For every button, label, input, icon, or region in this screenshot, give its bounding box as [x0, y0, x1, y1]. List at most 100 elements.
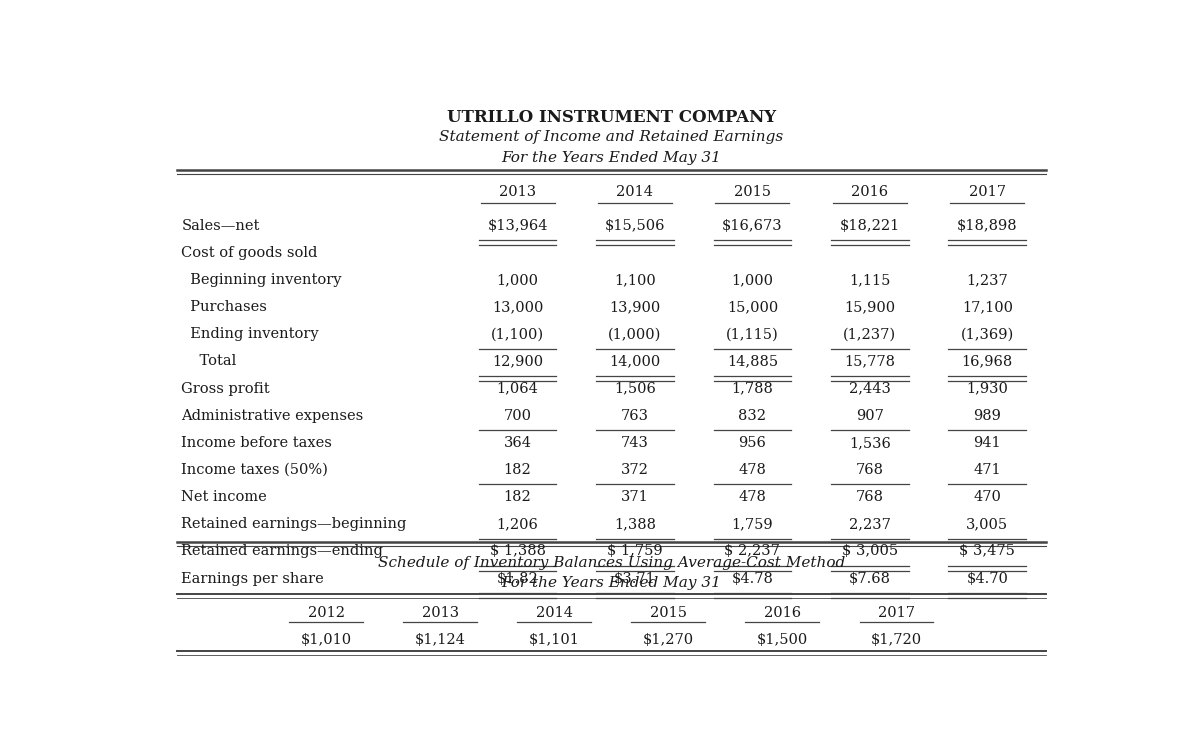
- Text: Statement of Income and Retained Earnings: Statement of Income and Retained Earning…: [439, 130, 784, 145]
- Text: 15,778: 15,778: [845, 355, 895, 368]
- Text: 1,237: 1,237: [966, 273, 1008, 287]
- Text: Sales—net: Sales—net: [181, 219, 260, 232]
- Text: 1,759: 1,759: [731, 518, 773, 531]
- Text: $3.71: $3.71: [614, 572, 656, 586]
- Text: $ 3,005: $ 3,005: [842, 544, 898, 559]
- Text: 768: 768: [855, 490, 884, 504]
- Text: 1,536: 1,536: [849, 436, 891, 450]
- Text: 2013: 2013: [499, 185, 536, 200]
- Text: 989: 989: [973, 409, 1001, 423]
- Text: Schedule of Inventory Balances Using Average-Cost Method: Schedule of Inventory Balances Using Ave…: [378, 556, 845, 570]
- Text: 700: 700: [503, 409, 532, 423]
- Text: 2017: 2017: [878, 606, 915, 619]
- Text: $1,270: $1,270: [643, 634, 694, 647]
- Text: Purchases: Purchases: [181, 300, 267, 314]
- Text: 2016: 2016: [852, 185, 889, 200]
- Text: $ 2,237: $ 2,237: [724, 544, 780, 559]
- Text: $1,720: $1,720: [871, 634, 922, 647]
- Text: 2,443: 2,443: [849, 382, 891, 396]
- Text: 941: 941: [973, 436, 1001, 450]
- Text: 14,885: 14,885: [727, 355, 778, 368]
- Text: 1,930: 1,930: [966, 382, 1008, 396]
- Text: 1,506: 1,506: [614, 382, 656, 396]
- Text: $1,101: $1,101: [528, 634, 580, 647]
- Text: $16,673: $16,673: [722, 219, 783, 232]
- Text: 364: 364: [503, 436, 532, 450]
- Text: 16,968: 16,968: [962, 355, 1013, 368]
- Text: Income taxes (50%): Income taxes (50%): [181, 463, 328, 477]
- Text: 956: 956: [738, 436, 766, 450]
- Text: Net income: Net income: [181, 490, 267, 504]
- Text: 17,100: 17,100: [962, 300, 1013, 314]
- Text: (1,115): (1,115): [727, 327, 779, 341]
- Text: 15,000: 15,000: [727, 300, 778, 314]
- Text: Retained earnings—ending: Retained earnings—ending: [181, 544, 383, 559]
- Text: (1,237): (1,237): [843, 327, 896, 341]
- Text: 182: 182: [503, 490, 531, 504]
- Text: $18,221: $18,221: [840, 219, 900, 232]
- Text: 372: 372: [622, 463, 649, 477]
- Text: 2012: 2012: [308, 606, 345, 619]
- Text: 1,206: 1,206: [496, 518, 538, 531]
- Text: $ 1,388: $ 1,388: [489, 544, 545, 559]
- Text: For the Years Ended May 31: For the Years Ended May 31: [501, 151, 722, 165]
- Text: 907: 907: [855, 409, 884, 423]
- Text: 14,000: 14,000: [610, 355, 661, 368]
- Text: 2014: 2014: [617, 185, 654, 200]
- Text: 12,900: 12,900: [492, 355, 543, 368]
- Text: 478: 478: [738, 490, 766, 504]
- Text: 1,064: 1,064: [496, 382, 538, 396]
- Text: 1,100: 1,100: [614, 273, 656, 287]
- Text: 13,900: 13,900: [610, 300, 661, 314]
- Text: 832: 832: [738, 409, 766, 423]
- Text: Cost of goods sold: Cost of goods sold: [181, 246, 317, 260]
- Text: (1,000): (1,000): [608, 327, 662, 341]
- Text: Ending inventory: Ending inventory: [181, 327, 319, 341]
- Text: $4.70: $4.70: [966, 572, 1008, 586]
- Text: 743: 743: [622, 436, 649, 450]
- Text: Administrative expenses: Administrative expenses: [181, 409, 364, 423]
- Text: $4.78: $4.78: [731, 572, 773, 586]
- Text: $13,964: $13,964: [487, 219, 548, 232]
- Text: 471: 471: [973, 463, 1001, 477]
- Text: $7.68: $7.68: [849, 572, 891, 586]
- Text: $15,506: $15,506: [605, 219, 666, 232]
- Text: (1,369): (1,369): [960, 327, 1014, 341]
- Text: 2015: 2015: [734, 185, 771, 200]
- Text: 2,237: 2,237: [849, 518, 891, 531]
- Text: 2013: 2013: [422, 606, 459, 619]
- Text: 1,788: 1,788: [731, 382, 773, 396]
- Text: 1,000: 1,000: [731, 273, 773, 287]
- Text: 13,000: 13,000: [492, 300, 543, 314]
- Text: 2015: 2015: [650, 606, 687, 619]
- Text: 3,005: 3,005: [966, 518, 1008, 531]
- Text: Income before taxes: Income before taxes: [181, 436, 333, 450]
- Text: $18,898: $18,898: [957, 219, 1018, 232]
- Text: Earnings per share: Earnings per share: [181, 572, 324, 586]
- Text: 478: 478: [738, 463, 766, 477]
- Text: 1,115: 1,115: [849, 273, 890, 287]
- Text: $1.82: $1.82: [496, 572, 538, 586]
- Text: Total: Total: [181, 355, 236, 368]
- Text: 2017: 2017: [969, 185, 1006, 200]
- Text: 763: 763: [622, 409, 649, 423]
- Text: $ 1,759: $ 1,759: [607, 544, 663, 559]
- Text: 371: 371: [622, 490, 649, 504]
- Text: 182: 182: [503, 463, 531, 477]
- Text: 1,000: 1,000: [496, 273, 538, 287]
- Text: $ 3,475: $ 3,475: [959, 544, 1015, 559]
- Text: $1,500: $1,500: [756, 634, 808, 647]
- Text: UTRILLO INSTRUMENT COMPANY: UTRILLO INSTRUMENT COMPANY: [447, 109, 775, 126]
- Text: (1,100): (1,100): [492, 327, 544, 341]
- Text: 1,388: 1,388: [614, 518, 656, 531]
- Text: Beginning inventory: Beginning inventory: [181, 273, 342, 287]
- Text: For the Years Ended May 31: For the Years Ended May 31: [501, 576, 722, 590]
- Text: 470: 470: [973, 490, 1001, 504]
- Text: 15,900: 15,900: [845, 300, 896, 314]
- Text: Gross profit: Gross profit: [181, 382, 270, 396]
- Text: Retained earnings—beginning: Retained earnings—beginning: [181, 518, 407, 531]
- Text: 768: 768: [855, 463, 884, 477]
- Text: 2014: 2014: [536, 606, 573, 619]
- Text: $1,010: $1,010: [301, 634, 352, 647]
- Text: $1,124: $1,124: [415, 634, 465, 647]
